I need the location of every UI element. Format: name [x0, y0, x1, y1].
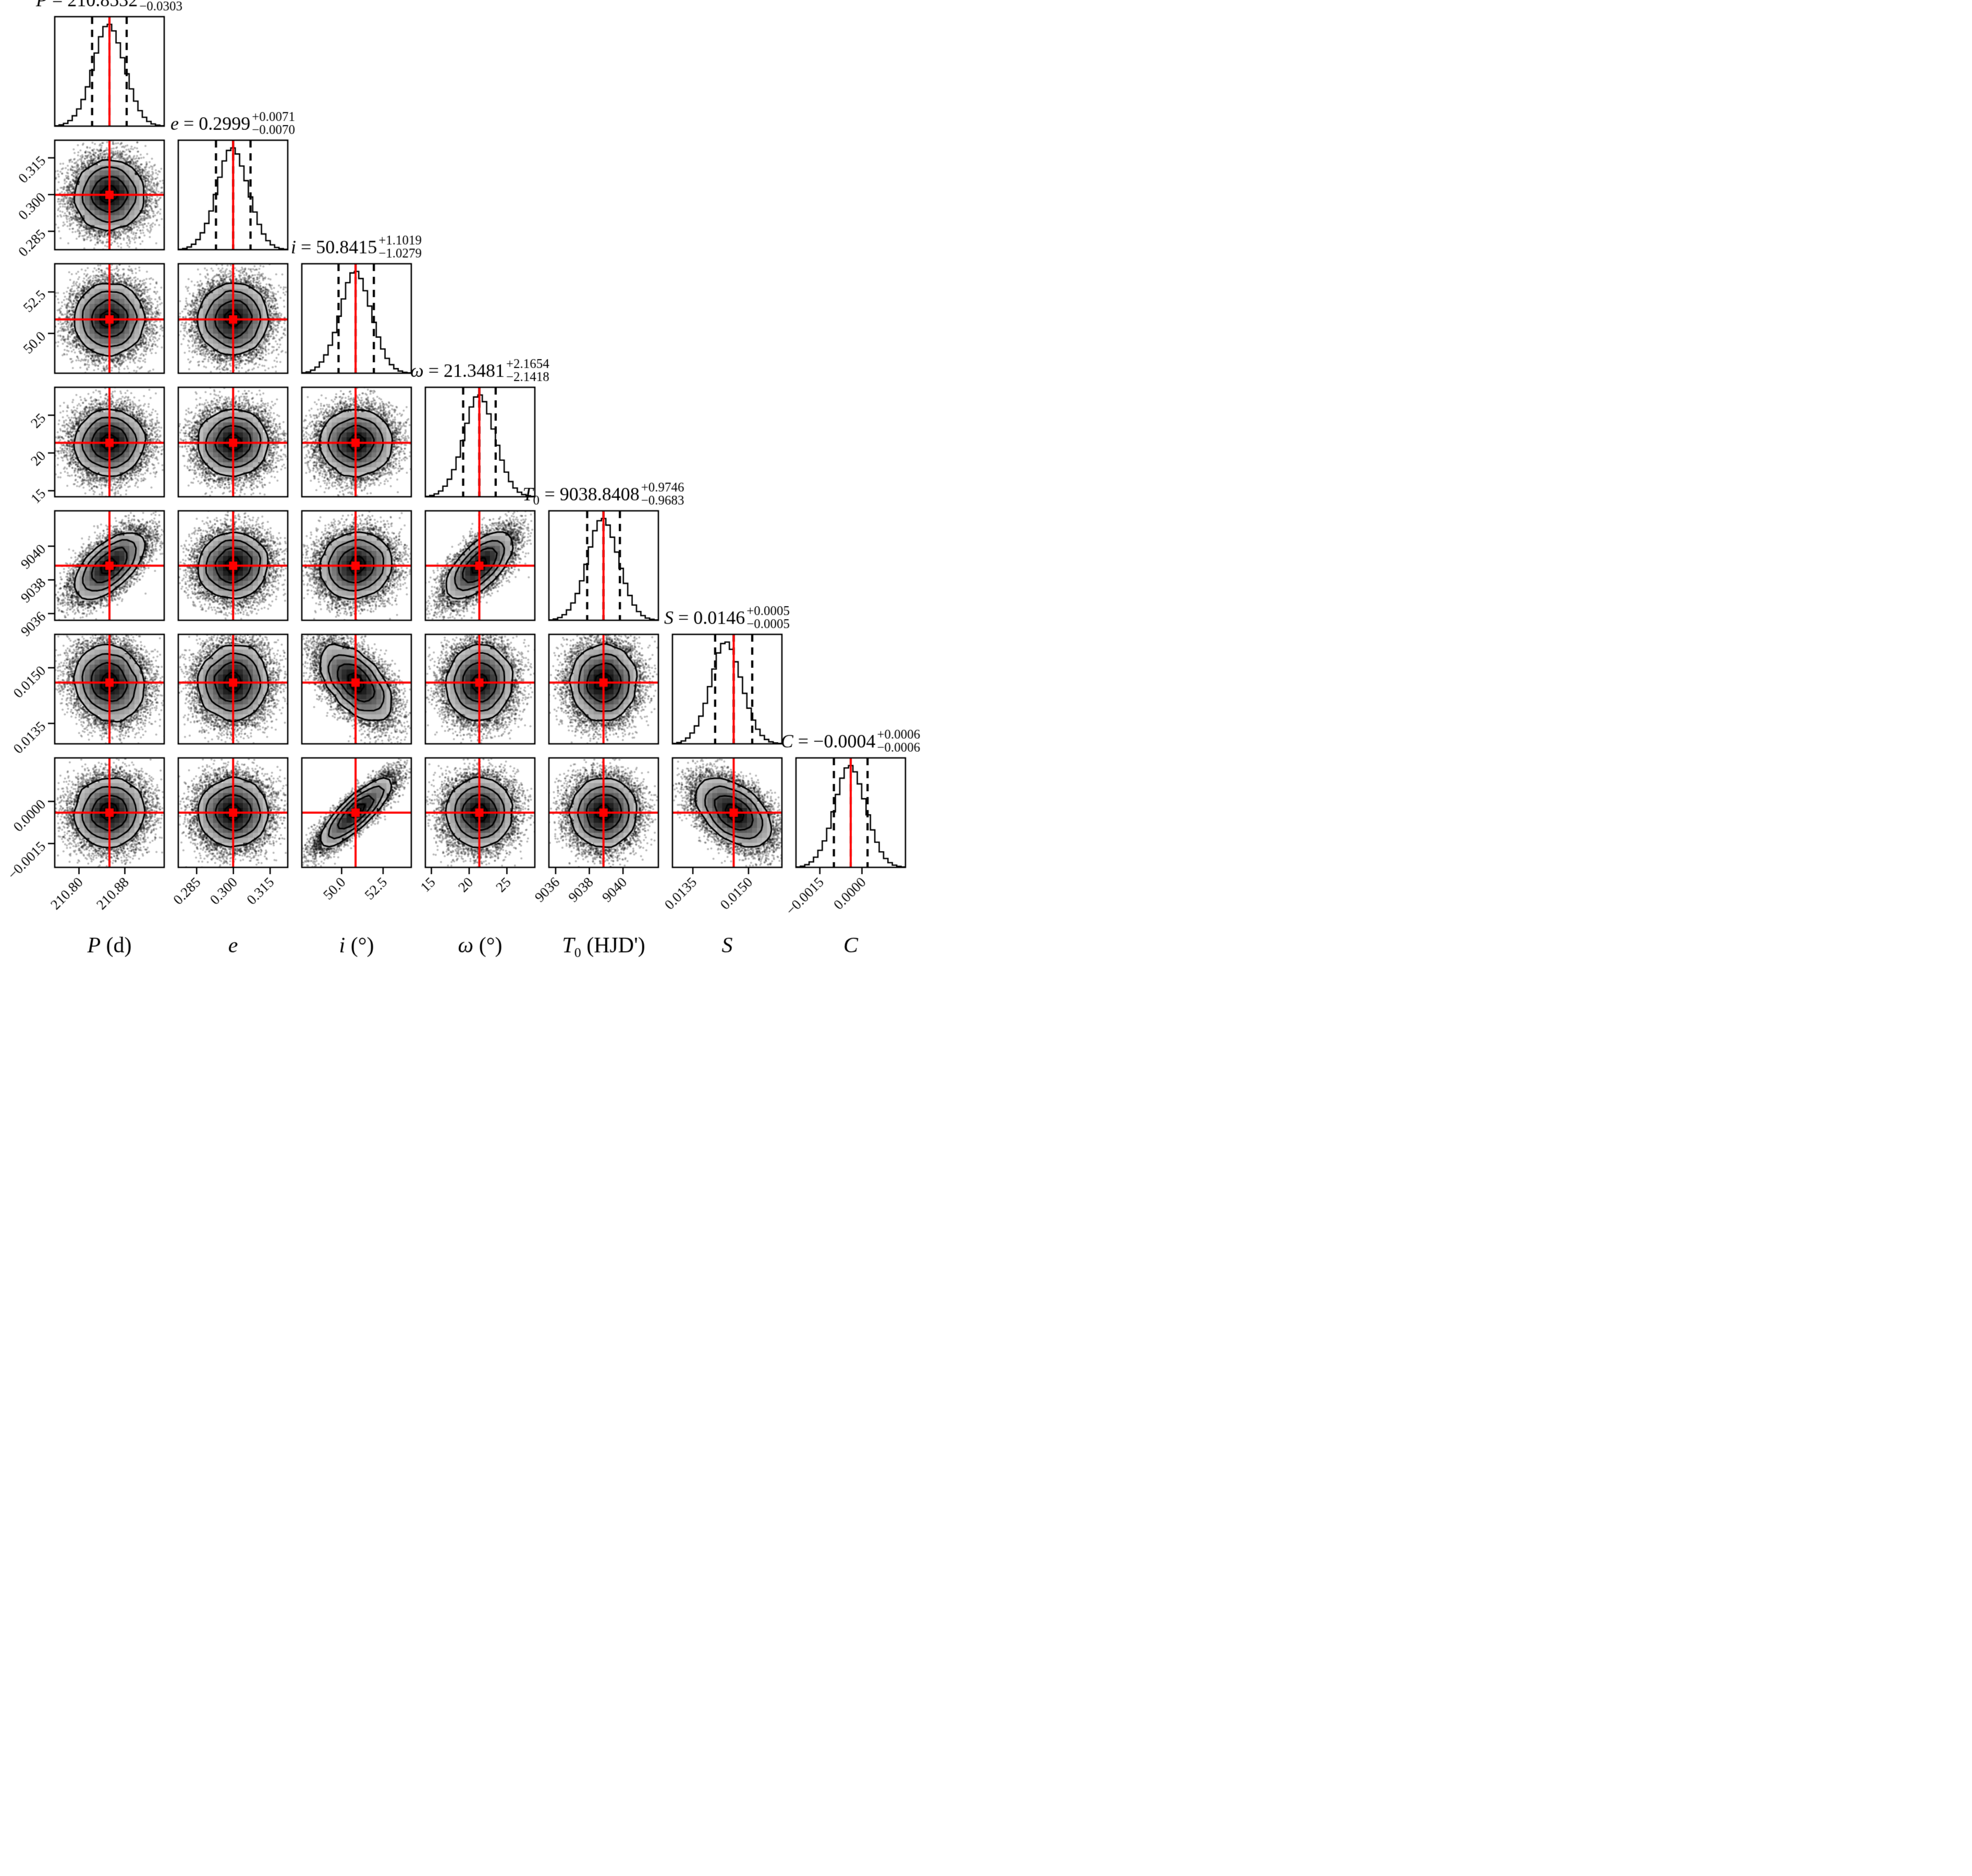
corner-plot-figure: P = 210.8532+0.0300−0.0303 e = 0.2999+0.… — [0, 0, 1972, 1876]
corner-plot-canvas — [0, 0, 1972, 1876]
